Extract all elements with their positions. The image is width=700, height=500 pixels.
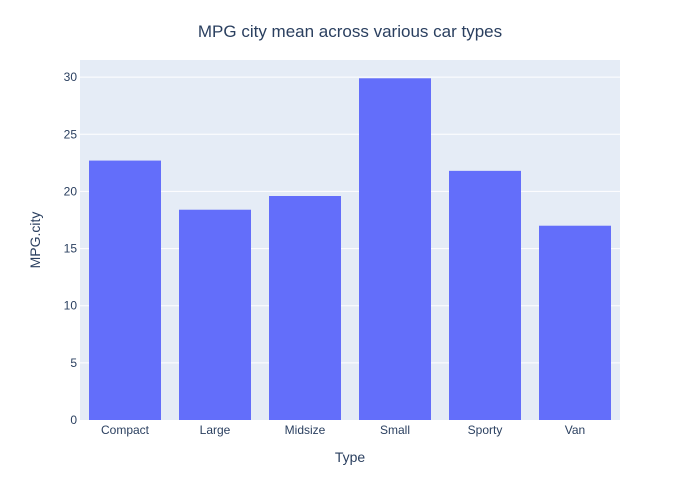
x-tick-label: Small [380, 423, 410, 437]
gridlines [80, 76, 620, 364]
bar-small[interactable] [359, 78, 431, 421]
x-axis-ticks: Compact Large Midsize Small Sporty Van [101, 423, 585, 437]
bar-midsize[interactable] [269, 196, 341, 420]
y-tick-label: 0 [70, 413, 77, 427]
y-tick-label: 20 [64, 184, 78, 198]
plot-area [80, 60, 620, 420]
bar-van[interactable] [539, 225, 611, 420]
x-tick-label: Van [565, 423, 585, 437]
chart-title: MPG city mean across various car types [198, 22, 502, 41]
bar-sporty[interactable] [449, 170, 521, 420]
bars [89, 78, 611, 421]
x-tick-label: Compact [101, 423, 150, 437]
bar-compact[interactable] [89, 160, 161, 421]
x-tick-label: Large [200, 423, 231, 437]
bar-large[interactable] [179, 209, 251, 420]
x-tick-label: Midsize [285, 423, 326, 437]
y-tick-label: 25 [64, 127, 78, 141]
y-tick-label: 5 [70, 356, 77, 370]
x-axis-title: Type [335, 449, 366, 465]
y-axis-ticks: 0 5 10 15 20 25 30 [64, 70, 78, 427]
y-tick-label: 30 [64, 70, 78, 84]
y-tick-label: 10 [64, 299, 78, 313]
x-tick-label: Sporty [468, 423, 503, 437]
y-axis-title: MPG.city [27, 212, 43, 269]
y-tick-label: 15 [64, 242, 78, 256]
